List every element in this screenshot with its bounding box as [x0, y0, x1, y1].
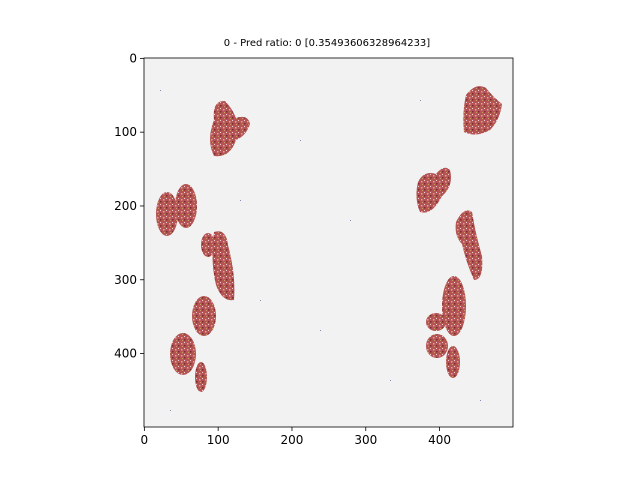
y-tick-label: 0 — [129, 51, 137, 65]
y-tick-label: 100 — [114, 125, 137, 139]
chart-title: 0 - Pred ratio: 0 [0.35493606328964233] — [224, 38, 431, 49]
y-tick-label: 200 — [114, 199, 137, 213]
x-tick-label: 300 — [354, 433, 377, 447]
y-tick-label: 300 — [114, 273, 137, 287]
image-area — [143, 57, 514, 428]
specks — [160, 90, 481, 411]
x-tick-label: 0 — [141, 433, 149, 447]
tissue-regions — [156, 86, 502, 392]
y-tick-label: 400 — [114, 347, 137, 361]
x-tick-label: 400 — [428, 433, 451, 447]
x-tick-label: 200 — [281, 433, 304, 447]
x-tick-label: 100 — [207, 433, 230, 447]
axes-frame — [143, 57, 514, 428]
